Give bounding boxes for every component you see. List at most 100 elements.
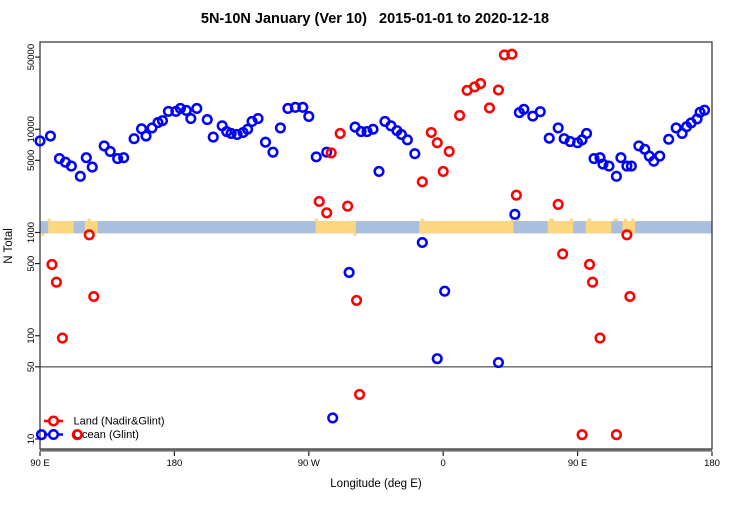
data-point-ocean (252, 112, 264, 125)
coast-speckle (47, 218, 51, 222)
data-point-land (71, 429, 83, 441)
data-point-ocean (603, 160, 615, 172)
y-tick-label: 50 (26, 362, 37, 373)
data-point-land (46, 258, 58, 271)
data-point-ocean (180, 104, 192, 117)
data-point-land (557, 248, 569, 260)
data-point-ocean (670, 122, 682, 134)
chart-title: 5N-10N January (Ver 10) 2015-01-01 to 20… (201, 11, 549, 27)
data-points-layer (34, 48, 711, 441)
land-band-segment (48, 221, 74, 234)
x-axis-title: Longitude (deg E) (330, 478, 422, 490)
data-point-land (88, 290, 100, 303)
data-point-ocean (65, 160, 77, 172)
land-band-segment (585, 221, 612, 234)
data-point-land (474, 78, 487, 90)
y-tick-label: 100 (26, 328, 37, 344)
data-point-land (431, 137, 443, 149)
data-point-ocean (86, 161, 98, 173)
latitude-strip-band (40, 218, 712, 236)
data-point-ocean (409, 148, 421, 160)
data-point-ocean (327, 412, 339, 424)
data-point-ocean (74, 170, 86, 182)
y-tick-label: 10 (26, 434, 37, 445)
data-point-ocean (361, 126, 373, 138)
y-tick-label: 10000 (26, 116, 37, 142)
data-point-land (83, 229, 95, 241)
data-point-ocean (654, 150, 666, 162)
data-point-ocean (35, 429, 48, 441)
legend-ocean-marker-icon (47, 428, 60, 441)
data-point-ocean (310, 151, 322, 163)
data-point-ocean (128, 133, 140, 145)
data-point-ocean (518, 103, 530, 115)
x-tick-label: 90 W (298, 458, 320, 469)
data-point-ocean (207, 131, 219, 143)
data-point-ocean (663, 133, 675, 145)
data-point-ocean (581, 127, 593, 140)
data-point-ocean (343, 266, 355, 279)
coast-speckle (41, 233, 45, 236)
data-point-ocean (98, 140, 110, 152)
data-point-ocean (373, 165, 385, 178)
coast-speckle (420, 218, 424, 222)
axes-layer: 90 E 180 90 W 0 90 E 180 50000 10000 5000 1000 500… (26, 41, 720, 469)
data-point-ocean (274, 122, 286, 134)
data-point-land (583, 258, 596, 271)
data-point-ocean (588, 153, 600, 165)
data-point-land (437, 165, 449, 178)
data-point-ocean (191, 102, 203, 115)
x-tick-label: 180 (166, 458, 182, 469)
x-tick-label: 180 (704, 458, 720, 469)
x-tick-label: 0 (441, 458, 446, 469)
data-point-land (351, 294, 363, 306)
coast-speckle (613, 218, 618, 222)
data-point-ocean (431, 353, 443, 365)
data-point-land (321, 207, 333, 219)
data-point-ocean (492, 357, 505, 369)
data-point-ocean (201, 114, 213, 126)
legend-land-marker-icon (47, 415, 60, 427)
data-point-land (621, 229, 633, 241)
data-point-land (50, 276, 62, 288)
data-point-ocean (615, 152, 627, 164)
data-point-land (492, 84, 505, 96)
coast-speckle (510, 218, 514, 222)
data-point-land (576, 429, 588, 441)
data-point-ocean (321, 146, 333, 158)
chart-legend: Land (Nadir&Glint) Ocean (Glint) (44, 415, 165, 441)
data-point-ocean (509, 208, 521, 220)
data-point-land (610, 429, 622, 441)
data-point-ocean (698, 104, 711, 116)
data-point-ocean (416, 236, 428, 249)
data-point-land (334, 127, 346, 140)
data-point-ocean (112, 153, 124, 165)
coast-speckle (514, 218, 520, 222)
data-point-ocean (185, 112, 197, 125)
data-point-ocean (104, 145, 116, 157)
data-point-ocean (552, 122, 564, 134)
data-point-ocean (231, 128, 243, 141)
data-point-ocean (534, 106, 546, 118)
data-point-land (313, 195, 325, 207)
y-tick-label: 5000 (26, 150, 37, 171)
coast-speckle (353, 233, 357, 236)
y-tick-label: 50000 (26, 44, 37, 70)
coast-speckle (570, 218, 574, 222)
coast-speckle (623, 218, 627, 222)
legend-land-label: Land (Nadir&Glint) (74, 416, 165, 428)
data-point-ocean (401, 134, 413, 146)
coast-speckle (588, 218, 592, 222)
data-point-ocean (395, 128, 407, 141)
ocean-band (40, 221, 712, 234)
data-point-ocean (156, 115, 169, 127)
data-point-land (624, 290, 636, 303)
data-point-ocean (118, 152, 130, 164)
data-point-ocean (543, 132, 555, 144)
y-tick-label: 500 (26, 256, 37, 272)
data-point-ocean (597, 158, 609, 170)
data-point-land (483, 102, 496, 114)
data-point-ocean (439, 285, 451, 297)
coast-speckle (314, 218, 318, 222)
